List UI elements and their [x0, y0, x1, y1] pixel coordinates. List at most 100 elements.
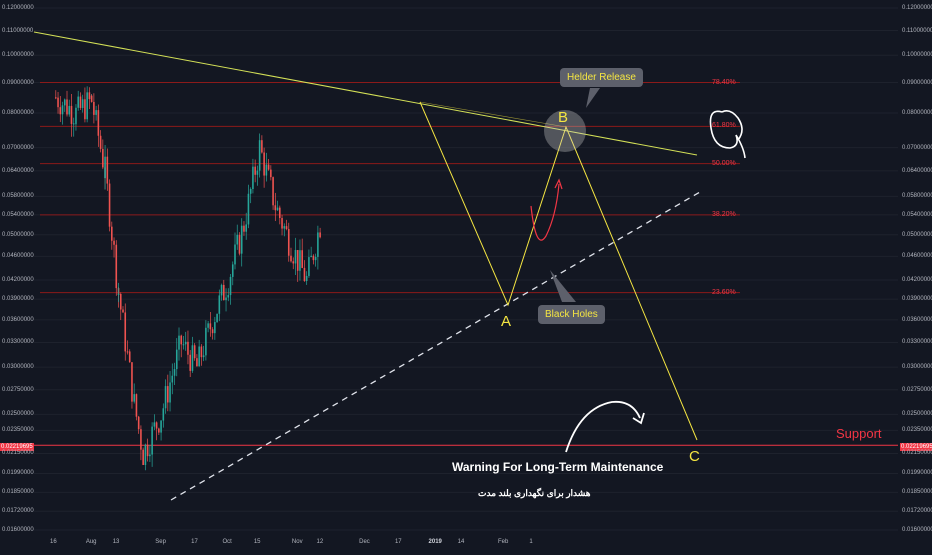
candle-down [193, 345, 196, 359]
price-axis-label: 0.08000000 [902, 110, 932, 117]
candle-up [234, 244, 236, 265]
price-axis-label: 0.05400000 [2, 211, 34, 218]
support-label: Support [836, 426, 882, 441]
price-axis-label: 0.04600000 [902, 253, 932, 260]
fib-label-23-6: 23.60% [712, 288, 736, 296]
candle-down [292, 261, 295, 264]
price-axis-label: 0.02750000 [902, 386, 932, 393]
candle-down [196, 358, 198, 367]
candle-up [164, 386, 167, 409]
candle-up [198, 346, 200, 367]
candle-up [276, 207, 279, 211]
candle-down [66, 99, 68, 115]
price-axis-label: 0.01720000 [902, 508, 932, 515]
time-axis-label: Sep [155, 539, 166, 545]
candle-down [285, 226, 288, 230]
candle-up [227, 295, 230, 298]
wave-abc-path [419, 101, 698, 441]
candle-up [218, 295, 221, 314]
candle-down [128, 351, 131, 363]
candle-up [216, 313, 218, 323]
price-axis-label: 0.09000000 [2, 79, 34, 86]
time-axis-label: Dec [359, 539, 370, 545]
candle-down [223, 284, 225, 301]
candle-down [135, 394, 138, 417]
candle-up [308, 257, 310, 276]
candle-down [57, 97, 59, 108]
candle-up [160, 420, 162, 433]
price-axis-label: 0.05800000 [902, 193, 932, 200]
price-axis-label: 0.03300000 [902, 339, 932, 346]
candle-up [314, 256, 317, 261]
black-holes-callout[interactable]: Black Holes [538, 305, 605, 324]
candle-up [68, 105, 71, 115]
candle-up [104, 156, 106, 179]
candle-down [211, 329, 214, 334]
candle-up [220, 284, 223, 296]
price-axis-label: 0.10000000 [2, 52, 34, 59]
candle-down [261, 140, 263, 153]
candle-down [88, 92, 91, 100]
price-axis-label: 0.10000000 [902, 52, 932, 59]
price-axis-label: 0.05000000 [902, 231, 932, 238]
price-axis-label: 0.01720000 [2, 508, 34, 515]
scribble-mark [709, 110, 746, 159]
candle-down [155, 422, 158, 429]
candle-down [59, 107, 62, 115]
descending-trendline [33, 31, 698, 156]
candle-up [294, 250, 297, 264]
price-axis-label: 0.03600000 [2, 316, 34, 323]
price-axis-label: 0.03000000 [902, 364, 932, 371]
candle-up [178, 335, 180, 350]
candle-down [281, 218, 283, 229]
candle-down [254, 166, 256, 175]
candle-up [310, 255, 312, 258]
time-axis-label: Feb [498, 539, 509, 545]
black-holes-callout-pointer [550, 270, 576, 302]
candle-down [115, 244, 118, 289]
current-price-badge-left: 0.02219695 [0, 443, 34, 451]
candle-up [229, 276, 232, 296]
price-axis-label: 0.12000000 [902, 5, 932, 11]
candle-up [184, 341, 187, 345]
candle-up [225, 297, 227, 301]
candle-down [274, 205, 277, 211]
ascending-trendline [170, 191, 701, 501]
candle-down [267, 164, 270, 170]
price-axis-label: 0.02500000 [902, 411, 932, 418]
candle-up [258, 140, 261, 171]
candle-down [209, 323, 212, 330]
candle-up [236, 234, 239, 245]
candle-down [146, 444, 149, 457]
candle-down [111, 226, 113, 241]
time-axis-label: Oct [222, 539, 232, 545]
candle-down [301, 250, 303, 268]
candle-up [72, 123, 75, 125]
candle-down [290, 255, 292, 262]
candle-up [173, 369, 176, 376]
price-axis-label: 0.05800000 [2, 193, 34, 200]
candle-down [79, 96, 82, 108]
candle-down [124, 312, 127, 352]
candle-up [256, 170, 259, 175]
curved-arrow-head [632, 412, 645, 425]
curved-arrow [565, 400, 641, 453]
candle-down [55, 97, 57, 99]
candle-up [299, 250, 301, 271]
candle-up [317, 232, 319, 257]
candle-up [283, 226, 286, 229]
candle-down [319, 232, 321, 238]
candle-up [247, 193, 250, 225]
price-axis-label: 0.04200000 [2, 276, 34, 283]
price-axis-label: 0.05000000 [2, 231, 34, 238]
price-axis-label: 0.03300000 [2, 339, 34, 346]
wave-label-a: A [501, 313, 512, 330]
time-axis-label: 13 [112, 539, 120, 545]
helder-release-callout[interactable]: Helder Release [560, 68, 643, 87]
time-axis-label: 16 [50, 539, 57, 545]
candle-down [263, 152, 265, 176]
price-axis-label: 0.03900000 [902, 296, 932, 303]
candle-down [140, 429, 142, 450]
